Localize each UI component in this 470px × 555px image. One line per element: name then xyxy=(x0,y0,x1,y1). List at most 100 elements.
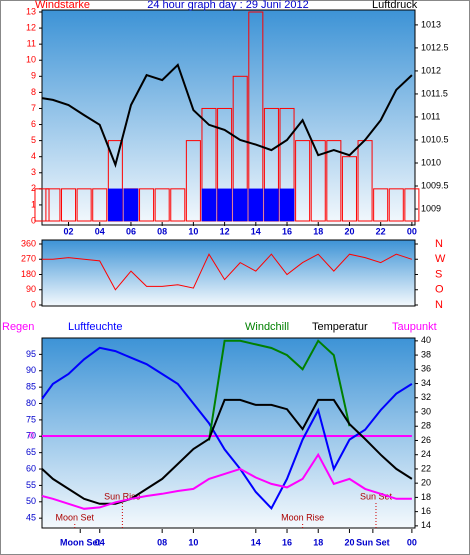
y-tick-label: 90 xyxy=(26,365,36,375)
bar xyxy=(373,188,389,222)
rain-tick-label: 0 xyxy=(29,430,34,440)
y2-tick-label: 1009.5 xyxy=(421,180,449,190)
panel-temperature xyxy=(41,337,416,529)
bar xyxy=(279,188,295,222)
bar xyxy=(217,188,232,222)
y2-tick-label: 16 xyxy=(421,506,431,516)
y2-tick-label: N xyxy=(435,238,443,250)
bar xyxy=(295,140,311,222)
y2-tick-label: 24 xyxy=(421,449,431,459)
bar xyxy=(232,188,248,222)
bar xyxy=(61,188,77,222)
x-tick-label: Sun Set xyxy=(356,537,390,547)
bar xyxy=(154,188,170,222)
y2-tick-label: 1011 xyxy=(421,111,440,121)
legend-entry: Temperatur xyxy=(312,321,368,333)
y2-tick-label: W xyxy=(435,253,446,265)
y-tick-label: 360 xyxy=(21,238,36,248)
x-tick-label: Moon Set xyxy=(60,537,101,547)
y-tick-label: 0 xyxy=(31,299,36,309)
bar xyxy=(123,188,139,222)
x-tick-label: 20 xyxy=(344,226,354,236)
chart-title: 24 hour graph day : 29 Juni 2012 xyxy=(147,0,308,11)
line xyxy=(41,398,413,505)
y-tick-label: 55 xyxy=(26,480,36,490)
bar xyxy=(264,188,279,222)
bar xyxy=(404,188,420,222)
y2-tick-label: 22 xyxy=(421,463,431,473)
y-tick-label: 12 xyxy=(26,22,36,32)
x-tick-label: 04 xyxy=(95,226,105,236)
y2-tick-label: 14 xyxy=(421,520,431,530)
legend-entry: Taupunkt xyxy=(392,321,437,333)
x-tick-label: 06 xyxy=(126,226,136,236)
line xyxy=(41,346,413,510)
bar xyxy=(139,188,155,222)
x-tick-label: 20 xyxy=(344,537,354,547)
y-tick-label: 7 xyxy=(31,103,36,113)
y2-tick-label: 1009 xyxy=(421,203,441,213)
y2-tick-label: 26 xyxy=(421,435,431,445)
y2-tick-label: 1012 xyxy=(421,65,441,75)
bar xyxy=(326,140,342,222)
x-tick-label: 00 xyxy=(407,226,417,236)
bar xyxy=(92,188,108,222)
line xyxy=(41,452,412,510)
y-tick-label: 1 xyxy=(31,199,36,209)
x-tick-label: 16 xyxy=(282,537,292,547)
y-tick-label: 70 xyxy=(26,431,36,441)
y2-tick-label: 1012.5 xyxy=(421,42,449,52)
x-tick-label: 16 xyxy=(282,226,292,236)
y2-tick-label: 18 xyxy=(421,492,431,502)
legend-entry: Windstarke xyxy=(35,0,90,11)
bar xyxy=(341,156,357,222)
x-tick-label: 08 xyxy=(157,226,167,236)
x-tick-label: 00 xyxy=(407,537,417,547)
y-tick-label: 75 xyxy=(26,414,36,424)
y2-tick-label: O xyxy=(435,284,444,296)
y-tick-label: 8 xyxy=(31,87,36,97)
x-tick-label: 22 xyxy=(376,226,386,236)
y-tick-label: 65 xyxy=(26,447,36,457)
y-tick-label: 2 xyxy=(31,183,36,193)
bar xyxy=(170,188,186,222)
y2-tick-label: S xyxy=(435,268,442,280)
x-tick-label: 04 xyxy=(95,537,105,547)
x-tick-label: 12 xyxy=(220,226,230,236)
legend-entry: Windchill xyxy=(245,321,289,333)
x-tick-label: 08 xyxy=(157,537,167,547)
annotation: Moon Rise xyxy=(281,512,324,522)
panel-direction xyxy=(41,239,416,307)
y2-tick-label: 34 xyxy=(421,378,431,388)
y2-tick-label: 36 xyxy=(421,364,431,374)
y2-tick-label: 1010.5 xyxy=(421,134,449,144)
y-tick-label: 180 xyxy=(21,269,36,279)
legend-entry: Luftfeuchte xyxy=(68,321,122,333)
x-tick-label: 02 xyxy=(64,226,74,236)
y-tick-label: 5 xyxy=(31,135,36,145)
y2-tick-label: 1010 xyxy=(421,157,441,167)
y2-tick-label: N xyxy=(435,299,443,311)
y2-tick-label: 28 xyxy=(421,421,431,431)
x-tick-label: 14 xyxy=(251,226,261,236)
y2-tick-label: 32 xyxy=(421,392,431,402)
bar xyxy=(76,188,92,222)
y2-tick-label: 1013 xyxy=(421,19,441,29)
y2-tick-label: 40 xyxy=(421,335,431,345)
bar xyxy=(248,188,264,222)
y-tick-label: 80 xyxy=(26,398,36,408)
y-tick-label: 10 xyxy=(26,55,36,65)
y-tick-label: 85 xyxy=(26,382,36,392)
legend-entry: Regen xyxy=(2,321,34,333)
y-tick-label: 6 xyxy=(31,119,36,129)
y-tick-label: 50 xyxy=(26,496,36,506)
annotation: Moon Set xyxy=(56,512,95,522)
y-tick-label: 270 xyxy=(21,254,36,264)
legend-entry: Luftdruck xyxy=(372,0,418,11)
line xyxy=(41,63,413,169)
y-tick-label: 90 xyxy=(26,284,36,294)
y2-tick-label: 38 xyxy=(421,349,431,359)
x-tick-label: 10 xyxy=(188,226,198,236)
bar xyxy=(108,188,123,222)
